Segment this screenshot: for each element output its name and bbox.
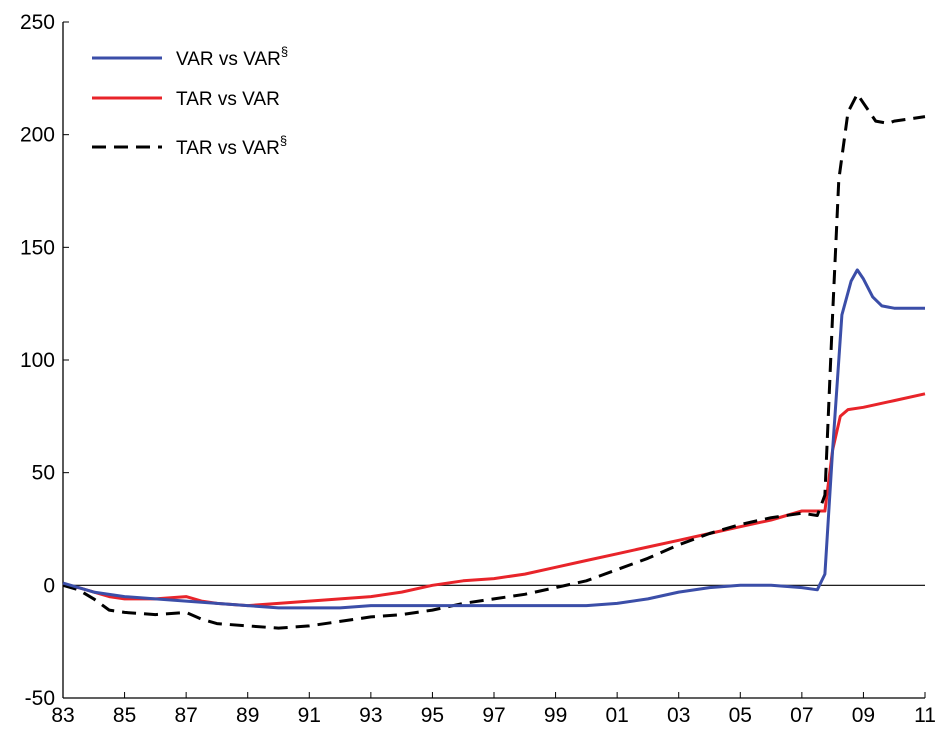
plot-area (62, 92, 926, 630)
legend-label-1: VAR vs VAR§ (176, 44, 288, 70)
y-tick-label: 0 (43, 574, 55, 597)
legend-label-superscript: § (281, 44, 288, 59)
x-tick-label: 93 (359, 704, 382, 727)
x-tick-label: 95 (421, 704, 444, 727)
y-tick-label: 50 (32, 462, 55, 485)
y-tick-label: -50 (25, 687, 55, 710)
y-tick-label: 150 (20, 236, 55, 259)
x-tick-label: 99 (544, 704, 567, 727)
legend-label-2: TAR vs VAR (176, 89, 280, 110)
y-tick-label: 200 (20, 124, 55, 147)
y-tick-label: 250 (20, 11, 55, 34)
legend-label-3: TAR vs VAR§ (176, 133, 287, 159)
x-tick-label: 07 (790, 704, 813, 727)
x-tick-label: 89 (236, 704, 259, 727)
y-tick-label: 100 (20, 349, 55, 372)
x-tick-label: 11 (914, 704, 936, 727)
legend-label-text: VAR vs VAR (176, 49, 281, 70)
x-tick-label: 09 (852, 704, 875, 727)
series-line-2 (62, 392, 926, 608)
x-tick-label: 03 (667, 704, 690, 727)
legend-label-text: TAR vs VAR (176, 138, 280, 159)
x-tick-label: 97 (482, 704, 505, 727)
x-tick-label: 01 (605, 704, 628, 727)
x-tick-label: 87 (174, 704, 197, 727)
series-line-3 (62, 92, 926, 630)
x-tick-label: 83 (51, 704, 74, 727)
x-tick-label: 05 (729, 704, 752, 727)
legend-label-superscript: § (280, 133, 287, 148)
x-tick-label: 91 (298, 704, 321, 727)
x-tick-label: 85 (113, 704, 136, 727)
series-line-1 (62, 268, 925, 610)
legend-label-text: TAR vs VAR (176, 89, 280, 110)
